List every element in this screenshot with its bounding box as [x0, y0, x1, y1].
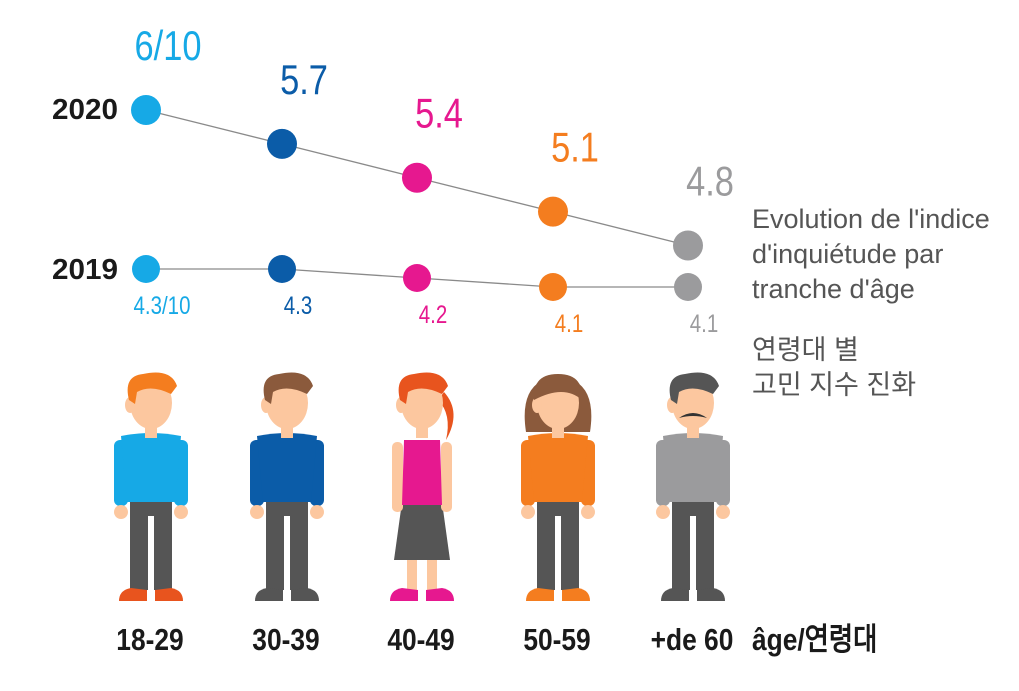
- left-arm: [392, 442, 403, 512]
- data-label-2020-2: 5.4: [415, 91, 463, 138]
- point-2019-2: [403, 264, 431, 292]
- right-shoe: [426, 588, 454, 601]
- data-label-2020-1: 5.7: [280, 57, 328, 104]
- hair-front: [533, 374, 583, 400]
- left-hand: [114, 505, 128, 519]
- left-shoe: [119, 588, 147, 601]
- description-fr-line-3: tranche d'âge: [752, 274, 915, 304]
- ear: [532, 397, 542, 413]
- category-label-4: +de 60: [651, 623, 734, 657]
- torso: [528, 433, 588, 502]
- year-label-2020: 2020: [52, 94, 118, 126]
- left-leg: [672, 498, 690, 590]
- torso: [402, 440, 442, 505]
- right-leg: [561, 498, 579, 590]
- point-2020-0: [131, 95, 161, 125]
- person-figure-man-18-29: [114, 372, 188, 601]
- right-leg: [696, 498, 714, 590]
- point-2019-4: [674, 273, 702, 301]
- data-label-2019-0: 4.3/10: [134, 291, 191, 319]
- description-ko-line-2: 고민 지수 진화: [752, 370, 917, 400]
- x-axis-label: âge/연령대: [752, 623, 877, 657]
- point-2020-2: [402, 162, 432, 193]
- description-fr-line-2: d'inquiétude par: [752, 239, 944, 269]
- data-label-2019-4: 4.1: [690, 309, 718, 337]
- hair-front: [398, 372, 448, 404]
- right-leg: [427, 545, 437, 590]
- description-fr: Evolution de l'indice d'inquiétude par t…: [752, 202, 990, 307]
- right-shoe: [562, 588, 590, 601]
- category-label-3: 50-59: [523, 623, 590, 657]
- year-label-2019: 2019: [52, 254, 118, 286]
- data-label-2020-0: 6/10: [134, 23, 201, 70]
- hips: [130, 498, 172, 516]
- hips: [537, 498, 579, 516]
- data-label-2020-4: 4.8: [686, 158, 734, 205]
- point-2019-1: [268, 255, 296, 283]
- left-leg: [266, 498, 284, 590]
- left-shoe: [661, 588, 689, 601]
- data-label-2020-3: 5.1: [551, 124, 599, 171]
- right-arm: [441, 442, 452, 512]
- data-label-2019-1: 4.3: [284, 291, 312, 319]
- data-label-2019-2: 4.2: [419, 300, 447, 328]
- point-2019-0: [132, 255, 160, 283]
- person-figure-woman-40-49: [390, 372, 454, 601]
- person-figure-woman-50-59: [521, 374, 595, 601]
- point-2020-1: [267, 128, 297, 159]
- category-label-2: 40-49: [387, 623, 454, 657]
- hips: [266, 498, 308, 516]
- left-hand: [656, 505, 670, 519]
- description-ko-line-1: 연령대 별: [752, 335, 859, 365]
- right-shoe: [155, 588, 183, 601]
- torso: [121, 433, 181, 502]
- left-shoe: [526, 588, 554, 601]
- description-ko: 연령대 별 고민 지수 진화: [752, 333, 916, 403]
- skirt: [394, 502, 450, 560]
- left-hand: [250, 505, 264, 519]
- point-2020-3: [538, 196, 568, 227]
- hips: [672, 498, 714, 516]
- hair-front: [263, 372, 313, 404]
- left-shoe: [255, 588, 283, 601]
- point-2020-4: [673, 230, 703, 261]
- person-figure-man-60-plus: [656, 372, 730, 601]
- right-shoe: [697, 588, 725, 601]
- data-label-2019-3: 4.1: [555, 309, 583, 337]
- right-hand: [716, 505, 730, 519]
- left-leg: [537, 498, 555, 590]
- category-label-1: 30-39: [252, 623, 319, 657]
- right-hand: [310, 505, 324, 519]
- description-fr-line-1: Evolution de l'indice: [752, 204, 990, 234]
- point-2019-3: [539, 273, 567, 301]
- right-leg: [154, 498, 172, 590]
- torso: [257, 433, 317, 502]
- right-hand: [581, 505, 595, 519]
- right-hand: [174, 505, 188, 519]
- left-hand: [521, 505, 535, 519]
- category-label-0: 18-29: [116, 623, 183, 657]
- right-shoe: [291, 588, 319, 601]
- hair-front: [669, 372, 719, 404]
- left-leg: [407, 545, 417, 590]
- mustache: [679, 413, 707, 418]
- right-leg: [290, 498, 308, 590]
- torso: [663, 433, 723, 502]
- left-shoe: [390, 588, 418, 601]
- hair-front: [127, 372, 177, 404]
- left-leg: [130, 498, 148, 590]
- person-figure-man-30-39: [250, 372, 324, 601]
